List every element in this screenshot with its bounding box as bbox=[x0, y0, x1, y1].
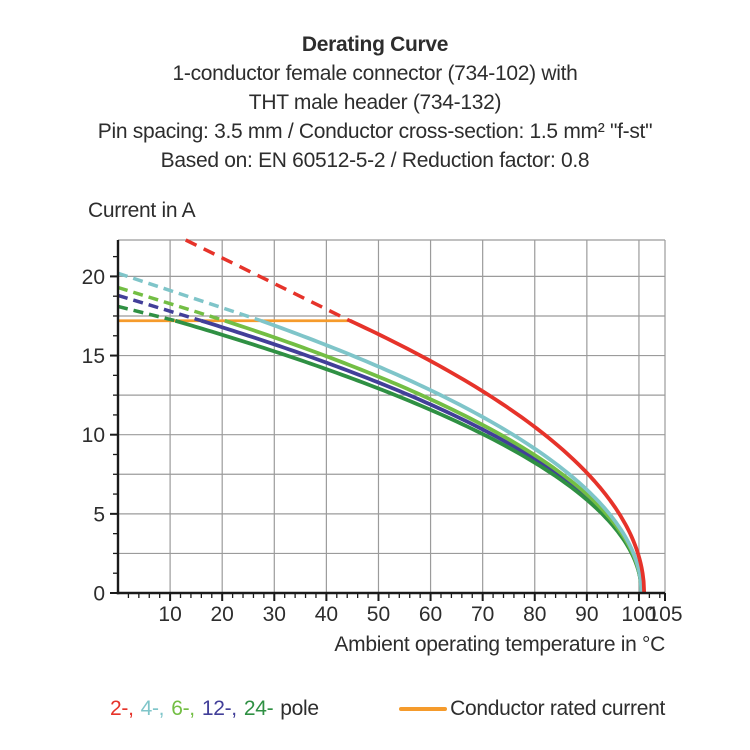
legend-pole-24-label: 24- bbox=[243, 697, 274, 720]
chart-subtitle-line-4: Based on: EN 60512-5-2 / Reduction facto… bbox=[160, 149, 590, 172]
chart-subtitle-line-1: 1-conductor female connector (734-102) w… bbox=[172, 62, 578, 85]
legend-pole-6-label: 6-, bbox=[171, 697, 195, 720]
series-4-pole bbox=[117, 271, 644, 594]
chart-subtitle-line-3: Pin spacing: 3.5 mm / Conductor cross-se… bbox=[97, 120, 653, 143]
y-tick-label-0: 0 bbox=[93, 583, 105, 606]
y-tick-label-15: 15 bbox=[82, 345, 105, 368]
y-tick-label-5: 5 bbox=[93, 503, 105, 526]
x-tick-label-20: 20 bbox=[211, 603, 234, 626]
legend: 2-, 4-, 6-, 12-, 24- pole Conductor rated cur… bbox=[0, 697, 750, 727]
x-tick-label-30: 30 bbox=[263, 603, 286, 626]
legend-pole-4-label: 4-, bbox=[140, 697, 165, 720]
x-tick-label-90: 90 bbox=[575, 603, 598, 626]
rated-current-line-swatch bbox=[399, 707, 448, 711]
x-tick-label-70: 70 bbox=[471, 603, 494, 626]
legend-poles: 2-, 4-, 6-, 12-, 24- pole bbox=[110, 697, 319, 721]
x-axis-title: Ambient operating temperature in °C bbox=[334, 633, 665, 656]
x-tick-label-105: 105 bbox=[647, 603, 682, 626]
y-tick-label-10: 10 bbox=[82, 424, 105, 447]
x-tick-label-100: 100 bbox=[621, 603, 656, 626]
chart-header: Derating Curve 1-conductor female connec… bbox=[0, 30, 750, 175]
legend-pole-suffix: pole bbox=[280, 697, 319, 720]
legend-pole-2-label: 2-, bbox=[110, 697, 134, 720]
series-12-pole bbox=[117, 293, 644, 594]
x-tick-label-50: 50 bbox=[367, 603, 390, 626]
x-tick-label-10: 10 bbox=[158, 603, 181, 626]
grid bbox=[118, 239, 666, 593]
chart-subtitle-line-2: THT male header (734-132) bbox=[248, 91, 502, 114]
y-tick-label-20: 20 bbox=[82, 266, 105, 289]
series-2-pole bbox=[184, 238, 647, 594]
legend-pole-12-label: 12-, bbox=[201, 697, 237, 720]
chart-title: Derating Curve bbox=[301, 33, 449, 56]
rated-current-label: Conductor rated current bbox=[450, 697, 665, 720]
legend-rated-current: Conductor rated current bbox=[399, 697, 665, 721]
axis-ticks bbox=[110, 255, 666, 601]
y-axis-title: Current in A bbox=[88, 199, 196, 222]
x-tick-label-60: 60 bbox=[419, 603, 442, 626]
x-tick-label-40: 40 bbox=[315, 603, 338, 626]
x-tick-label-80: 80 bbox=[523, 603, 546, 626]
axes bbox=[116, 240, 665, 595]
